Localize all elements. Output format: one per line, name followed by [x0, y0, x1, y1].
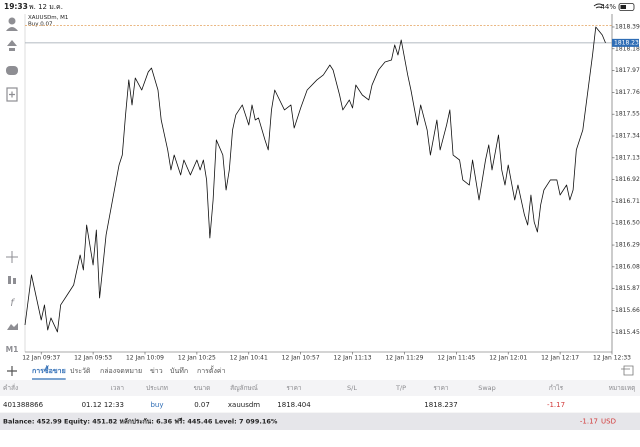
y-tick-label: 1815.450: [615, 329, 640, 336]
status-time: 19:33: [4, 2, 28, 11]
tab[interactable]: การตั้งค่า: [197, 364, 226, 375]
summary-bar: [0, 413, 640, 430]
tabs-bar: [0, 362, 640, 380]
summary-currency: USD: [601, 418, 616, 426]
account-summary: Balance: 452.99 Equity: 451.82 หลักประกั…: [3, 418, 278, 426]
table-header: S/L: [347, 384, 357, 392]
y-tick-label: 1817.760: [615, 89, 640, 96]
chart-symbol: XAUUSDm, M1: [28, 15, 68, 21]
x-tick-label: 12 Jan 12:17: [541, 355, 579, 362]
table-cell: buy: [150, 401, 163, 409]
current-price-box: [612, 38, 639, 47]
crosshair-icon[interactable]: [6, 251, 18, 263]
battery-level: 44%: [600, 3, 616, 11]
new-order-plus: [9, 91, 15, 98]
chat-icon[interactable]: [6, 66, 18, 75]
table-header-bg: [0, 380, 640, 396]
table-header: ประเภท: [146, 384, 168, 392]
y-tick-label: 1816.710: [615, 198, 640, 205]
x-tick-label: 12 Jan 09:53: [74, 355, 112, 362]
y-tick-label: 1818.390: [615, 23, 640, 30]
tab[interactable]: ประวัติ: [70, 367, 91, 375]
toolbar: f M1: [6, 17, 19, 354]
x-tick-label: 12 Jan 12:33: [593, 355, 631, 362]
x-tick-label: 12 Jan 11:45: [437, 355, 475, 362]
tab[interactable]: บันทึก: [170, 366, 188, 375]
table-cell: 01.12 12:33: [82, 401, 124, 409]
table-header: ราคา: [433, 384, 448, 392]
summary-profit: -1.17: [580, 418, 598, 426]
table-cell: -1.17: [547, 401, 565, 409]
table-cell: 1818.404: [277, 401, 311, 409]
chart-order-label: Buy 0.07: [28, 22, 53, 28]
new-order-icon[interactable]: [6, 87, 18, 102]
y-tick-label: 1816.920: [615, 176, 640, 183]
table-cell: 1818.237: [424, 401, 457, 409]
x-tick-label: 12 Jan 10:09: [126, 355, 164, 362]
y-tick-label: 1817.970: [615, 67, 640, 74]
battery-fill: [620, 5, 626, 9]
x-tick-label: 12 Jan 12:01: [489, 355, 527, 362]
table-cell: 401388866: [3, 401, 44, 409]
y-tick-label: 1817.130: [615, 154, 640, 161]
status-date: พ. 12 ม.ค.: [29, 3, 63, 11]
chart-type-icon-bar: [13, 278, 16, 284]
x-tick-label: 12 Jan 10:25: [178, 355, 216, 362]
table-header: คำสั่ง: [3, 383, 18, 392]
trade-icon[interactable]: [7, 40, 17, 51]
battery-icon: [618, 3, 635, 11]
x-tick-label: 12 Jan 10:57: [282, 355, 320, 362]
table-header: หมายเหตุ: [609, 384, 636, 392]
wifi-icon: [593, 3, 605, 9]
table-header: T/P: [395, 384, 406, 392]
table-header: Swap: [478, 384, 496, 392]
y-tick-label: 1817.550: [615, 111, 640, 118]
chart-type-icon[interactable]: [8, 276, 11, 284]
timeframe-button[interactable]: M1: [6, 345, 19, 354]
add-button[interactable]: [7, 366, 17, 376]
y-tick-label: 1816.500: [615, 220, 640, 227]
table-header: ราคา: [286, 384, 301, 392]
price-line: [24, 26, 606, 333]
indicator-icon[interactable]: f: [10, 298, 15, 309]
objects-icon[interactable]: [7, 323, 18, 330]
x-tick-label: 12 Jan 10:41: [230, 355, 268, 362]
y-tick-label: 1816.080: [615, 263, 640, 270]
y-tick-label: 1818.180: [615, 45, 640, 52]
x-tick-label: 12 Jan 11:13: [334, 355, 372, 362]
y-tick-label: 1817.340: [615, 133, 640, 140]
table-header: เวลา: [110, 384, 124, 392]
table-header: สัญลักษณ์: [230, 384, 258, 392]
table-header: กำไร: [549, 384, 564, 392]
tab[interactable]: การซื้อขาย: [32, 364, 66, 375]
y-tick-label: 1815.870: [615, 285, 640, 292]
table-cell: xauusdm: [228, 401, 260, 409]
y-tick-label: 1816.290: [615, 242, 640, 249]
tab[interactable]: กล่องจดหมาย: [100, 367, 142, 375]
x-tick-label: 12 Jan 11:29: [385, 355, 423, 362]
sort-button[interactable]: [621, 365, 634, 376]
y-tick-label: 1815.660: [615, 307, 640, 314]
account-icon-body: [6, 27, 18, 31]
tab[interactable]: ข่าว: [150, 367, 163, 375]
current-price-label: 1818.237: [614, 39, 640, 46]
x-tick-label: 12 Jan 09:37: [22, 355, 60, 362]
table-header: ขนาด: [194, 384, 211, 392]
table-cell: 0.07: [194, 401, 210, 409]
account-icon[interactable]: [8, 17, 16, 25]
